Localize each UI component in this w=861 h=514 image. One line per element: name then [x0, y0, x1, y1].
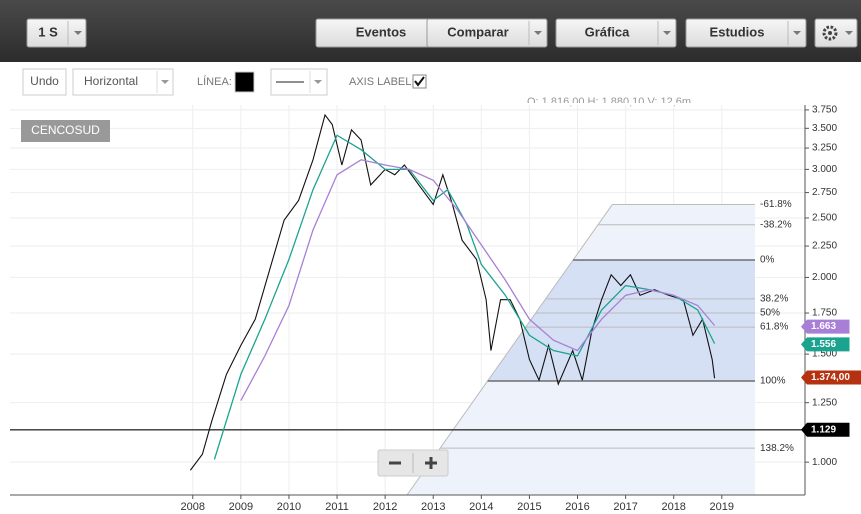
fib-label: 100% [760, 376, 786, 387]
settings-button[interactable] [814, 18, 858, 48]
x-tick-label: 2009 [229, 501, 253, 513]
fib-trend [406, 204, 613, 495]
y-tick-label: 3.000 [812, 164, 837, 175]
x-tick-label: 2010 [277, 501, 301, 513]
button-bg [555, 18, 677, 48]
price-tag-label: 1.663 [811, 321, 836, 332]
dropdown-arrow [793, 31, 801, 35]
zoom-controls[interactable] [377, 449, 449, 477]
toolbar-button[interactable]: Estudios [685, 18, 807, 48]
undo-label: Undo [30, 74, 59, 88]
period-label: 1 S [38, 24, 58, 39]
price-tag-label: 1.129 [811, 424, 836, 435]
x-tick-label: 2011 [325, 501, 349, 513]
y-tick-label: 3.500 [812, 123, 837, 134]
price-tag [801, 337, 850, 352]
fib-label: -61.8% [760, 199, 792, 210]
x-tick-label: 2019 [710, 501, 734, 513]
price-tag [801, 370, 861, 385]
y-tick-label: 1.000 [812, 457, 837, 468]
line-style-select[interactable] [270, 68, 328, 96]
x-tick-label: 2015 [517, 501, 541, 513]
button-label: Comparar [447, 24, 508, 39]
button-label: Estudios [710, 24, 765, 39]
fib-core [487, 260, 755, 381]
x-tick-label: 2012 [373, 501, 397, 513]
ohlc-readout: O: 1.816,00 H: 1.880,10 V: 12,6m [527, 96, 691, 108]
y-tick-label: 1.750 [812, 308, 837, 319]
fib-label: 50% [760, 308, 780, 319]
price-tag [801, 422, 850, 437]
x-tick-label: 2018 [661, 501, 685, 513]
fib-label: 38.2% [760, 294, 788, 305]
price-tag-label: 1.374,00 [811, 372, 850, 383]
price-line [189, 113, 716, 471]
x-tick-label: 2013 [421, 501, 445, 513]
price-tag [801, 319, 850, 334]
fib-label: 138.2% [760, 443, 794, 454]
x-tick-label: 2008 [181, 501, 205, 513]
period-button[interactable]: 1 S [26, 18, 87, 48]
y-tick-label: 1.250 [812, 397, 837, 408]
x-tick-label: 2016 [565, 501, 589, 513]
dropdown-arrow [663, 31, 671, 35]
y-tick-label: 2.500 [812, 213, 837, 224]
x-tick-label: 2017 [613, 501, 637, 513]
undo-button[interactable]: Undo [22, 68, 67, 96]
button-bg [426, 18, 548, 48]
fib-label: -38.2% [760, 219, 792, 230]
toolbar-button[interactable]: Eventos [315, 18, 447, 48]
button-bg [685, 18, 807, 48]
y-tick-label: 1.500 [812, 349, 837, 360]
fib-label: 61.8% [760, 322, 788, 333]
button-label: Eventos [356, 24, 407, 39]
tool-select[interactable]: Horizontal [72, 68, 174, 96]
y-tick-label: 3.250 [812, 143, 837, 154]
chart-title: CENCOSUD [31, 123, 100, 137]
fib-label: 0% [760, 255, 775, 266]
symbol-badge [21, 120, 110, 142]
price-tag-label: 1.556 [811, 339, 836, 350]
line-color[interactable] [234, 71, 255, 93]
y-tick-label: 2.250 [812, 241, 837, 252]
price-line [240, 159, 716, 401]
tool-label: Horizontal [84, 74, 138, 88]
toolbar-button[interactable]: Comparar [426, 18, 548, 48]
button-label: Gráfica [585, 24, 631, 39]
x-tick-label: 2014 [469, 501, 493, 513]
axis-label-label: AXIS LABEL: [349, 76, 414, 88]
y-tick-label: 2.750 [812, 187, 837, 198]
dropdown-arrow [534, 31, 542, 35]
axis-label-checkbox[interactable] [412, 74, 427, 89]
y-tick-label: 3.750 [812, 105, 837, 116]
line-label: LÍNEA: [197, 75, 232, 88]
toolbar-button[interactable]: Gráfica [555, 18, 677, 48]
y-tick-label: 2.000 [812, 272, 837, 283]
